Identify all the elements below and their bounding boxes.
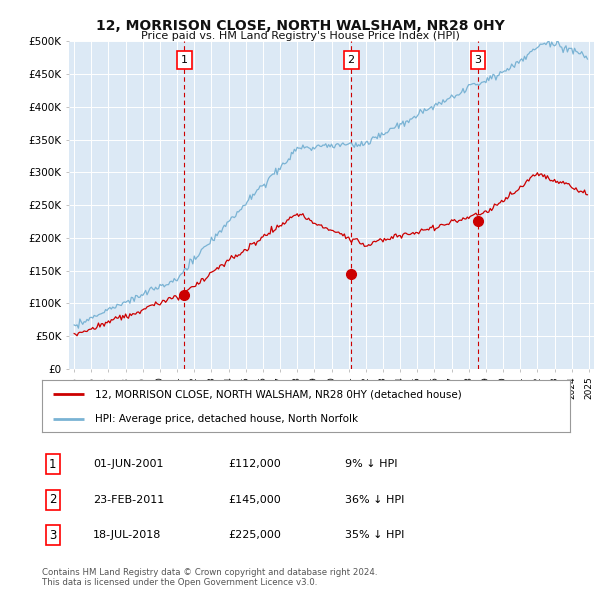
Text: 1: 1 <box>181 55 188 65</box>
Text: 2: 2 <box>49 493 56 506</box>
Text: £112,000: £112,000 <box>228 460 281 469</box>
Text: Price paid vs. HM Land Registry's House Price Index (HPI): Price paid vs. HM Land Registry's House … <box>140 31 460 41</box>
Text: 2: 2 <box>347 55 355 65</box>
Text: 23-FEB-2011: 23-FEB-2011 <box>93 495 164 504</box>
Text: 36% ↓ HPI: 36% ↓ HPI <box>345 495 404 504</box>
Text: 35% ↓ HPI: 35% ↓ HPI <box>345 530 404 540</box>
Text: Contains HM Land Registry data © Crown copyright and database right 2024.
This d: Contains HM Land Registry data © Crown c… <box>42 568 377 587</box>
Text: 1: 1 <box>49 458 56 471</box>
Text: 12, MORRISON CLOSE, NORTH WALSHAM, NR28 0HY (detached house): 12, MORRISON CLOSE, NORTH WALSHAM, NR28 … <box>95 389 461 399</box>
Text: 3: 3 <box>49 529 56 542</box>
Text: 12, MORRISON CLOSE, NORTH WALSHAM, NR28 0HY: 12, MORRISON CLOSE, NORTH WALSHAM, NR28 … <box>95 19 505 33</box>
Text: 3: 3 <box>475 55 482 65</box>
Text: HPI: Average price, detached house, North Norfolk: HPI: Average price, detached house, Nort… <box>95 414 358 424</box>
Text: £145,000: £145,000 <box>228 495 281 504</box>
Text: 9% ↓ HPI: 9% ↓ HPI <box>345 460 398 469</box>
Text: £225,000: £225,000 <box>228 530 281 540</box>
Text: 01-JUN-2001: 01-JUN-2001 <box>93 460 163 469</box>
Text: 18-JUL-2018: 18-JUL-2018 <box>93 530 161 540</box>
